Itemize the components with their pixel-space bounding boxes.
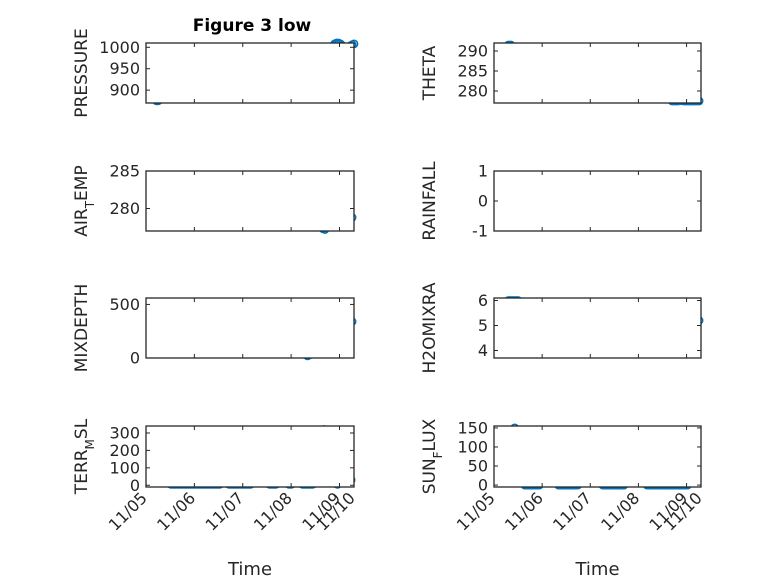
- chart-4-ytick-label: -1: [472, 222, 488, 241]
- chart-2-ytick-label: 290: [457, 42, 488, 61]
- chart-7-ytick-label: 0: [130, 476, 140, 495]
- chart-8-ytick-label: 100: [457, 437, 488, 456]
- chart-8-ytick-label: 150: [457, 418, 488, 437]
- chart-2-axes-box: [493, 42, 702, 104]
- chart-5-ylabel: MIXDEPTH: [72, 284, 92, 373]
- chart-5-ytick-label: 500: [109, 295, 140, 314]
- chart-1-ytick-label: 1000: [99, 38, 140, 57]
- chart-3-axes-box: [145, 170, 355, 232]
- chart-3-ylabel: AIRTEMP: [72, 165, 97, 236]
- chart-8-ytick-label: 50: [468, 457, 488, 476]
- chart-4-ylabel: RAINFALL: [420, 161, 440, 241]
- chart-8-xtick-label: 11/06: [501, 488, 547, 534]
- chart-3-ytick-label: 280: [109, 199, 140, 218]
- chart-6-ylabel: H2OMIXRA: [420, 282, 440, 373]
- chart-7-xtick-label: 11/08: [250, 488, 296, 534]
- chart-8-xtick-label: 11/08: [597, 488, 643, 534]
- chart-4-axes-box: [493, 170, 702, 232]
- chart-2-ylabel: THETA: [420, 45, 440, 101]
- chart-8-ytick-label: 0: [478, 476, 488, 495]
- chart-6-ytick-label: 4: [478, 341, 488, 360]
- chart-8-ylabel: SUNFLUX: [420, 418, 445, 494]
- chart-6-ytick-label: 5: [478, 316, 488, 335]
- chart-3-ytick-label: 285: [109, 162, 140, 181]
- chart-5-ytick-label: 0: [130, 349, 140, 368]
- figure-title: Figure 3 low: [193, 16, 312, 36]
- chart-7-ytick-label: 100: [109, 458, 140, 477]
- chart-7-ytick-label: 200: [109, 441, 140, 460]
- chart-2-ytick-label: 280: [457, 82, 488, 101]
- chart-1-ylabel: PRESSURE: [72, 28, 92, 117]
- chart-8-axes-box: [493, 425, 702, 488]
- chart-7-xtick-label: 11/06: [153, 488, 199, 534]
- chart-7-xlabel: Time: [227, 559, 272, 580]
- chart-7-ylabel: TERRMSL: [72, 418, 97, 495]
- chart-4-ytick-label: 1: [478, 162, 488, 181]
- chart-7-xtick-label: 11/07: [202, 488, 248, 534]
- chart-2-ytick-label: 285: [457, 62, 488, 81]
- chart-7-xtick-label: 11/05: [105, 488, 151, 534]
- chart-6-ytick-label: 6: [478, 291, 488, 310]
- chart-7-axes-box: [145, 425, 355, 488]
- chart-8-xtick-label: 11/07: [549, 488, 595, 534]
- chart-8-xtick-label: 11/05: [453, 488, 499, 534]
- chart-7-ytick-label: 300: [109, 423, 140, 442]
- chart-6-axes-box: [493, 297, 702, 359]
- chart-5-axes-box: [145, 297, 355, 359]
- chart-8-xlabel: Time: [574, 559, 619, 580]
- chart-1-axes-box: [145, 42, 355, 104]
- chart-1-ytick-label: 950: [109, 59, 140, 78]
- chart-1-ytick-label: 900: [109, 81, 140, 100]
- chart-4-ytick-label: 0: [478, 192, 488, 211]
